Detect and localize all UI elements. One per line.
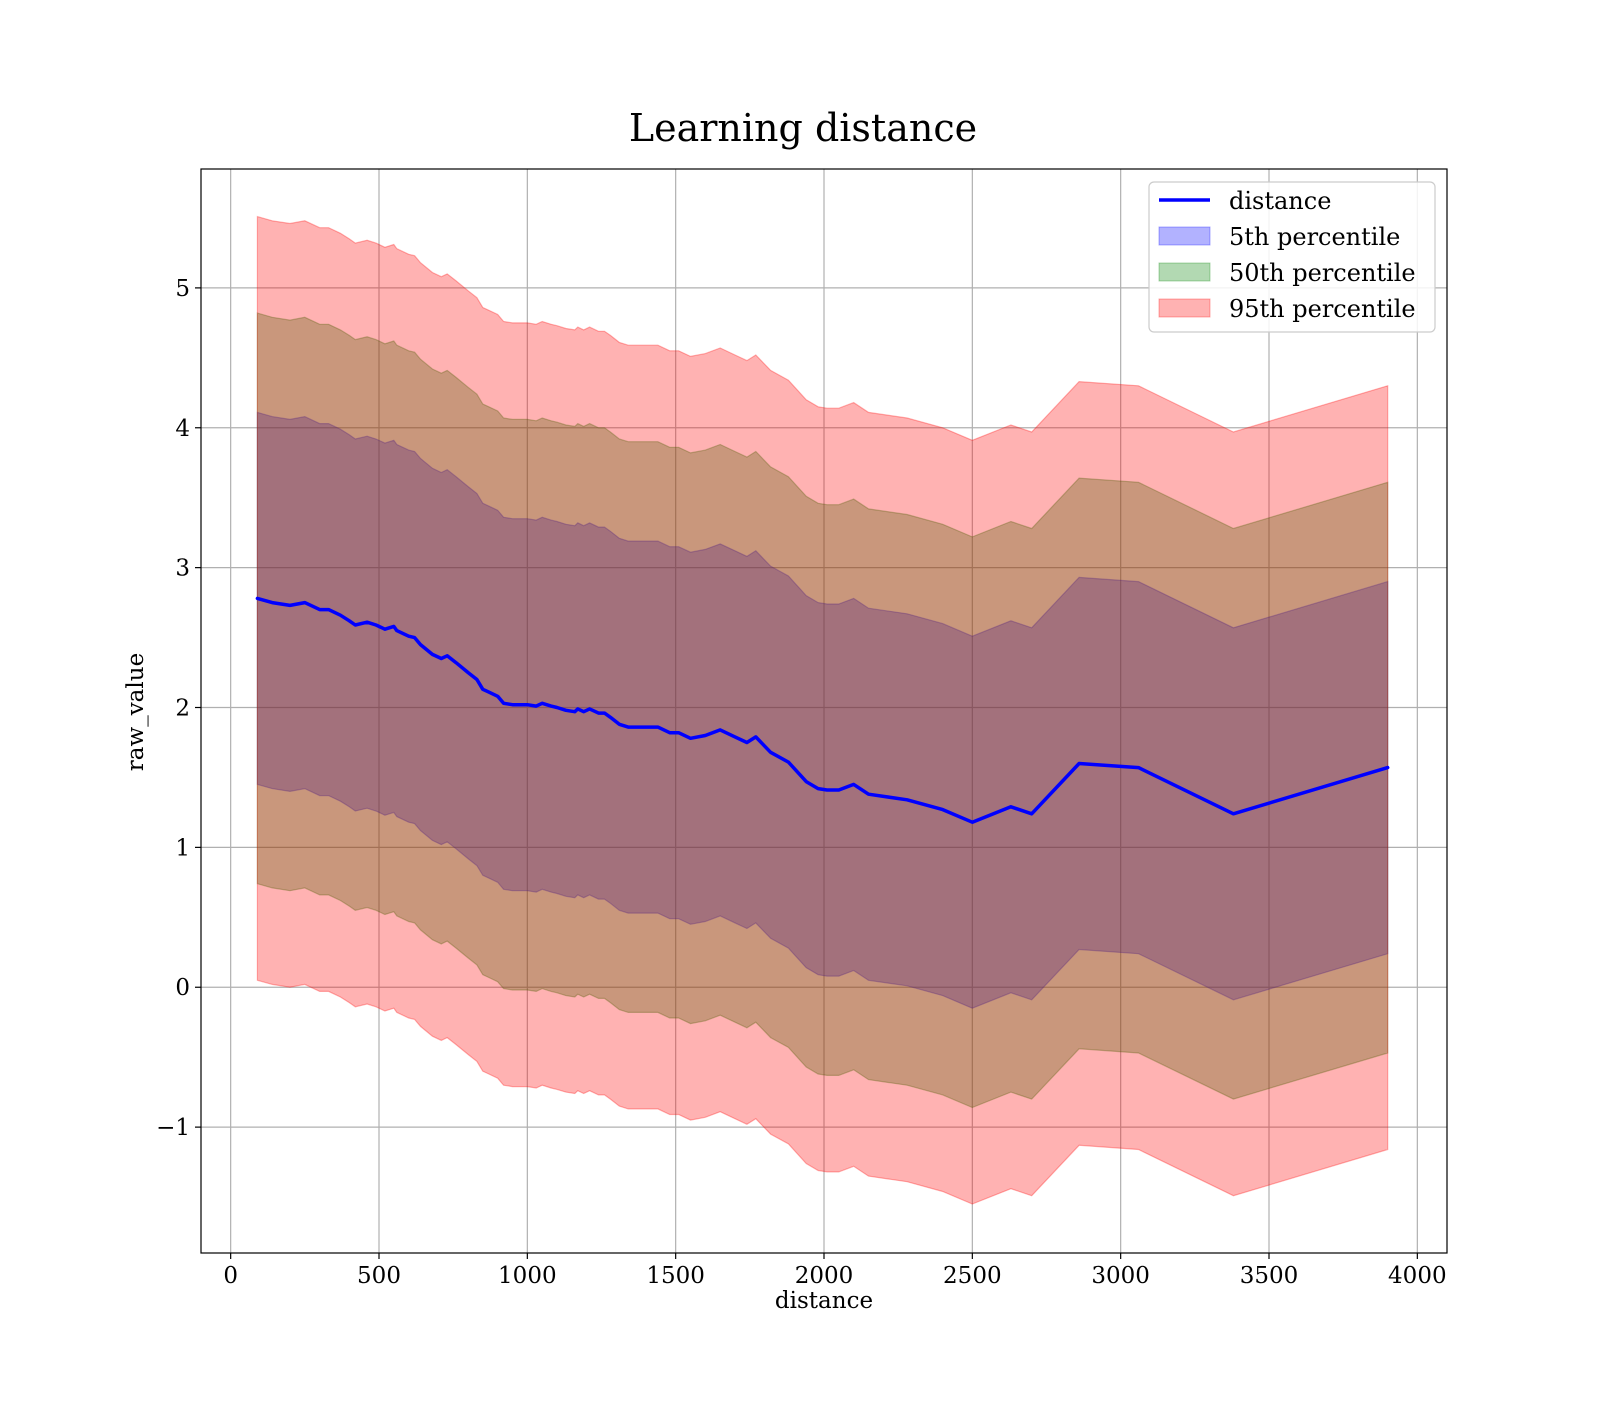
x-tick-label: 3000: [1091, 1263, 1150, 1289]
legend-swatch-95th: [1158, 298, 1211, 318]
x-tick-label: 3500: [1240, 1263, 1299, 1289]
legend: distance 5th percentile 50th percentile …: [1148, 181, 1436, 333]
y-tick-label: 3: [175, 556, 190, 582]
chart-title: Learning distance: [629, 106, 977, 150]
percentile-bands: [256, 215, 1389, 1205]
band-95th-percentile: [256, 215, 1389, 1205]
x-axis-label: distance: [775, 1288, 873, 1314]
x-tick-label: 2500: [943, 1263, 1002, 1289]
x-axis-ticks: 0 500 1000 1500 2000 2500 3000 3500 4000: [223, 1253, 1447, 1289]
legend-label-distance: distance: [1229, 187, 1331, 215]
y-tick-label: 2: [175, 696, 190, 722]
legend-label-5th: 5th percentile: [1229, 223, 1400, 251]
y-tick-label: 5: [175, 276, 190, 302]
x-tick-label: 1500: [646, 1263, 705, 1289]
x-tick-label: 0: [223, 1263, 238, 1289]
y-tick-label: 1: [175, 835, 190, 861]
band-50th-percentile: [256, 312, 1389, 1109]
y-tick-label: −1: [156, 1115, 190, 1141]
legend-label-95th: 95th percentile: [1229, 295, 1416, 323]
y-axis-ticks: −1 0 1 2 3 4 5: [156, 276, 201, 1141]
y-tick-label: 0: [175, 975, 190, 1001]
x-tick-label: 2000: [795, 1263, 854, 1289]
legend-swatch-50th: [1158, 262, 1211, 282]
band-5th-percentile: [256, 411, 1389, 1009]
x-tick-label: 500: [357, 1263, 401, 1289]
x-tick-label: 4000: [1388, 1263, 1447, 1289]
x-tick-label: 1000: [498, 1263, 557, 1289]
y-tick-label: 4: [175, 416, 190, 442]
legend-label-50th: 50th percentile: [1229, 259, 1416, 287]
series-lines: [255, 596, 1390, 824]
y-axis-label: raw_value: [123, 653, 149, 771]
series-line-distance: [255, 596, 1390, 824]
legend-box: [1148, 181, 1436, 333]
legend-swatch-5th: [1158, 226, 1211, 246]
grid: [201, 169, 1447, 1253]
